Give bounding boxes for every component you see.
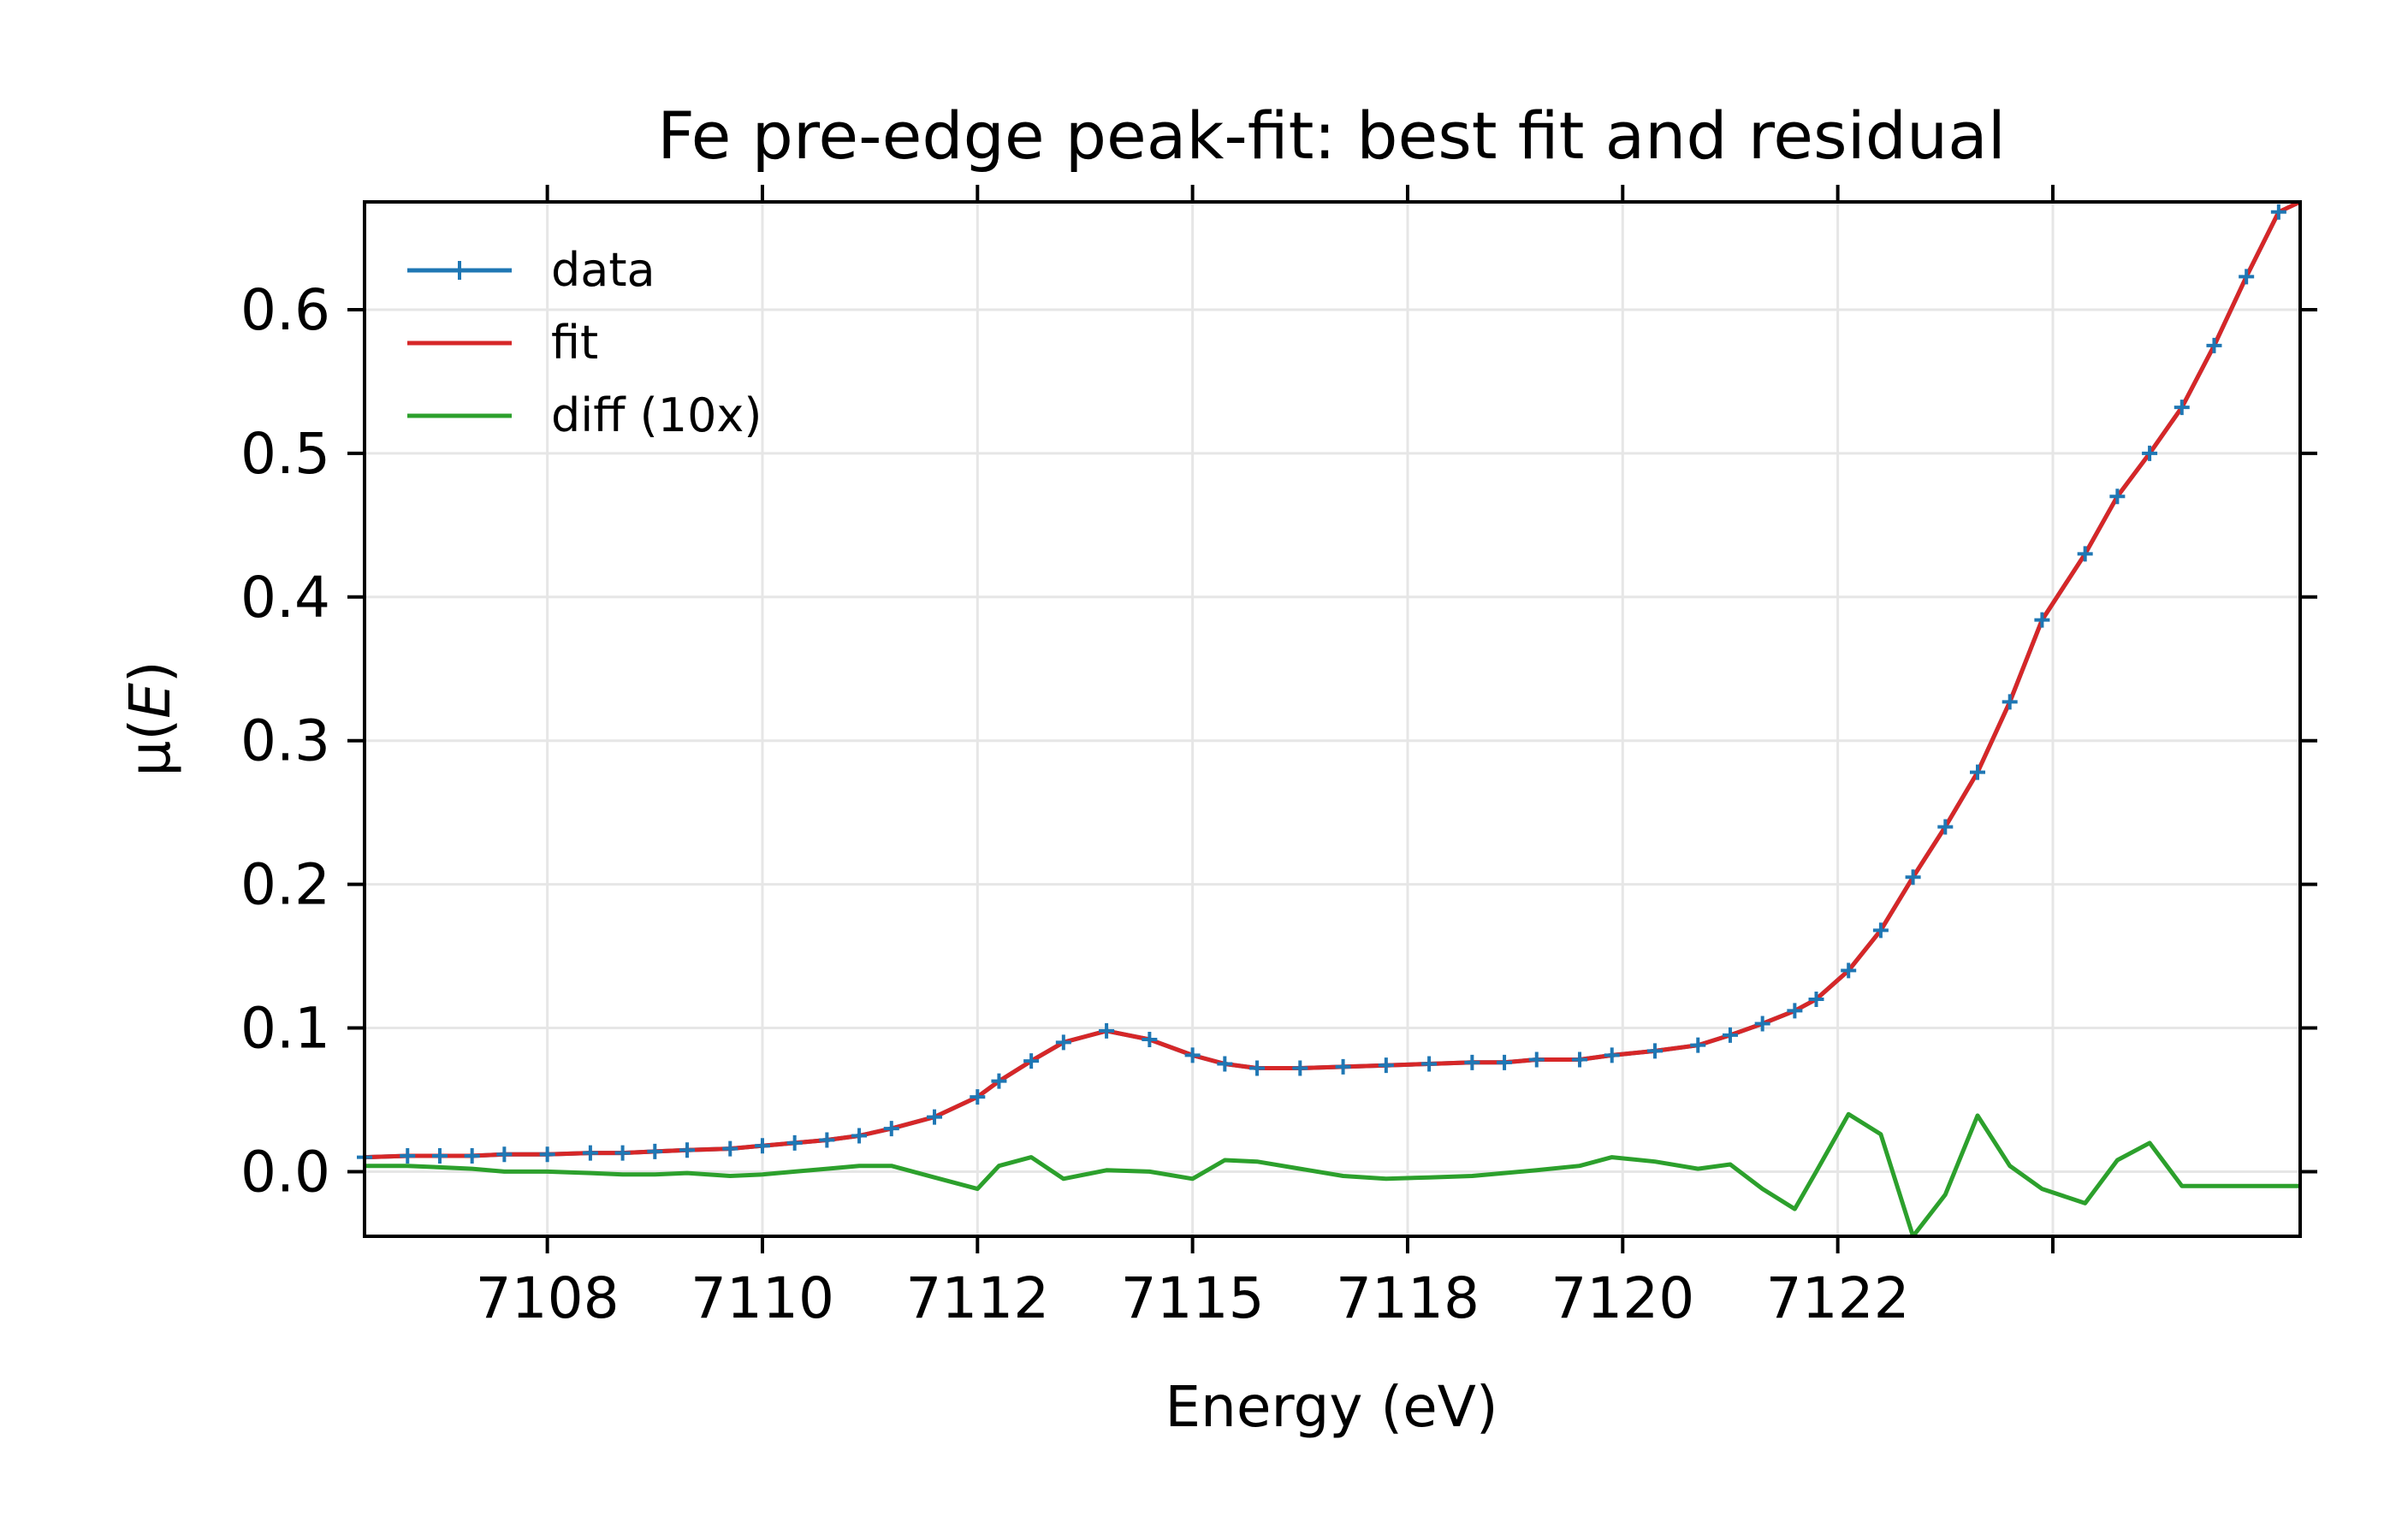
- data-point: [1055, 1034, 1071, 1051]
- legend: data fit diff (10x): [407, 243, 762, 442]
- data-point: [496, 1146, 513, 1163]
- data-point: [786, 1134, 803, 1151]
- data-point: [614, 1145, 631, 1161]
- data-point: [1464, 1054, 1480, 1070]
- data-point: [1808, 991, 1824, 1007]
- data-point: [1142, 1031, 1158, 1047]
- data-point: [2109, 489, 2126, 505]
- data-point: [464, 1147, 480, 1164]
- data-point: [722, 1140, 738, 1157]
- legend-label-diff: diff (10x): [551, 388, 762, 442]
- data-point: [754, 1138, 770, 1154]
- data-point: [1872, 922, 1889, 939]
- legend-label-fit: fit: [551, 316, 598, 370]
- y-axis-label: μ(E): [117, 660, 183, 776]
- data-point: [647, 1143, 663, 1159]
- data-point: [1647, 1043, 1663, 1059]
- x-axis-label: Energy (eV): [1165, 1374, 1498, 1440]
- data-point: [1378, 1057, 1394, 1074]
- data-point: [2034, 612, 2050, 628]
- data-point: [1690, 1037, 1706, 1053]
- data-point: [679, 1142, 695, 1158]
- data-point: [1905, 869, 1921, 886]
- data-point: [883, 1121, 899, 1137]
- x-tick-label: 7108: [476, 1265, 620, 1331]
- data-point: [1604, 1047, 1620, 1063]
- data-point: [819, 1132, 835, 1148]
- chart-title: Fe pre-edge peak-fit: best fit and resid…: [657, 98, 2006, 174]
- data-point: [1497, 1054, 1513, 1070]
- data-point: [1528, 1051, 1545, 1068]
- data-point: [400, 1147, 416, 1164]
- y-tick-label: 0.1: [240, 996, 330, 1062]
- data-point: [431, 1147, 448, 1164]
- data-point: [2206, 337, 2222, 353]
- y-tick-label: 0.2: [240, 852, 330, 918]
- data-point: [539, 1146, 555, 1163]
- data-point: [2077, 546, 2093, 562]
- data-point: [1722, 1027, 1738, 1043]
- data-point: [1184, 1047, 1201, 1063]
- data-point: [1217, 1056, 1233, 1072]
- data-point: [1335, 1058, 1351, 1075]
- data-point: [1099, 1022, 1115, 1039]
- x-tick-label: 7115: [1121, 1265, 1265, 1331]
- data-markers: [357, 204, 2286, 1165]
- data-point: [970, 1089, 986, 1105]
- data-point: [2270, 204, 2286, 220]
- y-tick-label: 0.5: [240, 421, 330, 487]
- data-point: [1841, 962, 1857, 979]
- x-axis: 7108 7110 7112 7115 7118 7120 7122: [476, 185, 2055, 1331]
- legend-label-data: data: [551, 243, 655, 297]
- y-tick-label: 0.0: [240, 1139, 330, 1205]
- y-tick-label: 0.6: [240, 277, 330, 343]
- data-point: [1421, 1056, 1438, 1072]
- x-tick-label: 7122: [1766, 1265, 1910, 1331]
- data-point: [1023, 1053, 1040, 1069]
- data-point: [582, 1145, 598, 1161]
- data-point: [991, 1073, 1007, 1089]
- data-point: [2002, 694, 2018, 710]
- x-tick-label: 7112: [905, 1265, 1049, 1331]
- data-point: [851, 1128, 868, 1144]
- data-point: [1970, 764, 1985, 780]
- data-point: [1787, 1003, 1803, 1019]
- plot-frame: [363, 200, 2302, 1238]
- data-point: [2174, 400, 2190, 416]
- y-axis: 0.0 0.1 0.2 0.3 0.4 0.5 0.6: [240, 277, 2317, 1205]
- data-point: [1249, 1060, 1266, 1076]
- data-point: [1572, 1051, 1588, 1068]
- x-tick-label: 7118: [1336, 1265, 1480, 1331]
- x-tick-label: 7110: [691, 1265, 834, 1331]
- data-point: [1937, 819, 1954, 835]
- data-point: [927, 1109, 943, 1125]
- data-point: [1754, 1016, 1770, 1032]
- series-diff-10x-line: [365, 1111, 2300, 1236]
- y-tick-label: 0.3: [240, 708, 330, 774]
- data-point: [2239, 269, 2255, 285]
- data-point: [1292, 1060, 1308, 1076]
- y-tick-label: 0.4: [240, 565, 330, 631]
- data-point: [2142, 445, 2158, 461]
- x-tick-label: 7120: [1551, 1265, 1694, 1331]
